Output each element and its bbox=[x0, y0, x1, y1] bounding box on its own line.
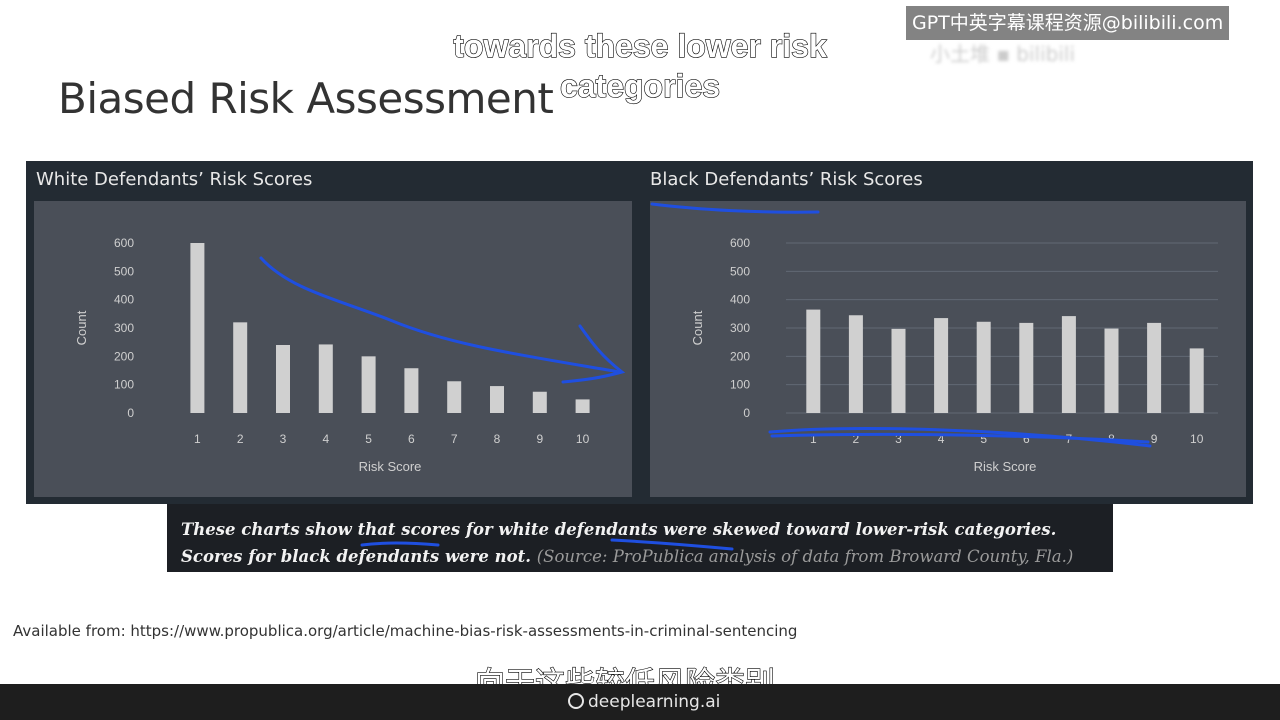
x-tick-label: 6 bbox=[1023, 432, 1030, 446]
y-tick-label: 300 bbox=[114, 321, 134, 335]
black-defendants-panel: Black Defendants’ Risk Scores 0 100 200 300… bbox=[640, 161, 1253, 504]
y-axis-label: Count bbox=[690, 310, 705, 345]
bar-9 bbox=[1147, 322, 1162, 413]
footnote-source: (Source: ProPublica analysis of data fro… bbox=[536, 547, 1074, 566]
brand: deeplearning.ai bbox=[568, 692, 720, 712]
x-tick-label: 3 bbox=[280, 432, 287, 446]
x-tick-label: 8 bbox=[494, 432, 501, 446]
bar-1 bbox=[190, 243, 205, 413]
bar-1 bbox=[806, 309, 821, 413]
x-tick-label: 3 bbox=[895, 432, 902, 446]
bar-2 bbox=[848, 315, 863, 413]
x-tick-label: 8 bbox=[1108, 432, 1115, 446]
x-axis-label: Risk Score bbox=[974, 459, 1037, 474]
bar-10 bbox=[575, 399, 590, 413]
y-tick-label: 600 bbox=[114, 236, 134, 250]
black-chart-title: Black Defendants’ Risk Scores bbox=[650, 169, 923, 190]
bar-5 bbox=[361, 356, 376, 413]
x-tick-label: 10 bbox=[576, 432, 590, 446]
x-tick-label: 9 bbox=[1151, 432, 1158, 446]
x-tick-label: 2 bbox=[237, 432, 244, 446]
y-tick-label: 200 bbox=[730, 349, 750, 363]
bar-7 bbox=[1061, 316, 1076, 413]
y-tick-label: 300 bbox=[730, 321, 750, 335]
black-chart-plot: 0 100 200 300 400 500 600 1 2 3 4 5 6 7 8 9 10 Risk Score… bbox=[650, 201, 1246, 497]
white-chart-title: White Defendants’ Risk Scores bbox=[36, 169, 313, 190]
bar-7 bbox=[447, 381, 462, 413]
white-risk-score-chart: 0 100 200 300 400 500 600 1 2 3 4 5 6 7 8 9 10 Risk Score… bbox=[74, 236, 590, 474]
bar-4 bbox=[934, 318, 949, 413]
x-tick-label: 6 bbox=[408, 432, 415, 446]
y-tick-label: 500 bbox=[114, 264, 134, 278]
x-tick-label: 7 bbox=[451, 432, 458, 446]
y-tick-label: 600 bbox=[730, 236, 750, 250]
black-risk-score-chart: 0 100 200 300 400 500 600 1 2 3 4 5 6 7 8 9 10 Risk Score… bbox=[690, 236, 1218, 474]
y-tick-label: 0 bbox=[127, 406, 134, 420]
white-chart-plot: 0 100 200 300 400 500 600 1 2 3 4 5 6 7 8 9 10 Risk Score… bbox=[34, 201, 632, 497]
brand-label: deeplearning.ai bbox=[588, 692, 721, 712]
x-tick-label: 10 bbox=[1190, 432, 1204, 446]
x-tick-label: 1 bbox=[194, 432, 201, 446]
x-tick-label: 4 bbox=[938, 432, 945, 446]
bar-5 bbox=[976, 321, 991, 413]
bar-3 bbox=[276, 345, 290, 413]
y-tick-label: 0 bbox=[743, 406, 750, 420]
footnote-main: These charts show that scores for white … bbox=[181, 520, 1057, 566]
bar-10 bbox=[1189, 348, 1204, 413]
english-subtitle: towards these lower risk categories bbox=[453, 27, 828, 104]
x-tick-label: 5 bbox=[980, 432, 987, 446]
y-tick-label: 200 bbox=[114, 349, 134, 363]
x-tick-label: 2 bbox=[853, 432, 860, 446]
y-tick-label: 500 bbox=[730, 264, 750, 278]
watermark-logo: 小土堆 ▪ bilibili bbox=[930, 42, 1075, 66]
white-defendants-panel: White Defendants’ Risk Scores 0 100 200 300… bbox=[26, 161, 640, 504]
x-tick-label: 9 bbox=[536, 432, 543, 446]
bar-8 bbox=[490, 386, 504, 413]
x-tick-label: 5 bbox=[365, 432, 372, 446]
x-tick-label: 7 bbox=[1066, 432, 1073, 446]
deeplearning-logo-icon bbox=[568, 693, 584, 709]
slide-title: Biased Risk Assessment bbox=[58, 74, 554, 123]
y-tick-label: 400 bbox=[114, 293, 134, 307]
bar-9 bbox=[532, 391, 547, 413]
bar-6 bbox=[404, 368, 419, 413]
bar-8 bbox=[1104, 328, 1119, 413]
available-from-link[interactable]: Available from: https://www.propublica.o… bbox=[13, 622, 798, 640]
bar-6 bbox=[1019, 322, 1034, 413]
x-axis-label: Risk Score bbox=[359, 459, 422, 474]
x-tick-label: 1 bbox=[810, 432, 817, 446]
watermark: GPT中英字幕课程资源@bilibili.com bbox=[906, 6, 1230, 40]
footnote-box: These charts show that scores for white … bbox=[167, 504, 1113, 572]
bar-2 bbox=[233, 322, 248, 413]
y-axis-label: Count bbox=[74, 310, 89, 345]
bottom-bar: deeplearning.ai bbox=[0, 684, 1280, 720]
footnote: These charts show that scores for white … bbox=[181, 516, 1106, 570]
x-tick-label: 4 bbox=[322, 432, 329, 446]
y-tick-label: 100 bbox=[730, 378, 750, 392]
y-tick-label: 400 bbox=[730, 293, 750, 307]
bar-4 bbox=[318, 344, 333, 413]
charts-frame: White Defendants’ Risk Scores 0 100 200 300… bbox=[26, 161, 1253, 504]
bar-3 bbox=[891, 328, 906, 413]
y-tick-label: 100 bbox=[114, 378, 134, 392]
